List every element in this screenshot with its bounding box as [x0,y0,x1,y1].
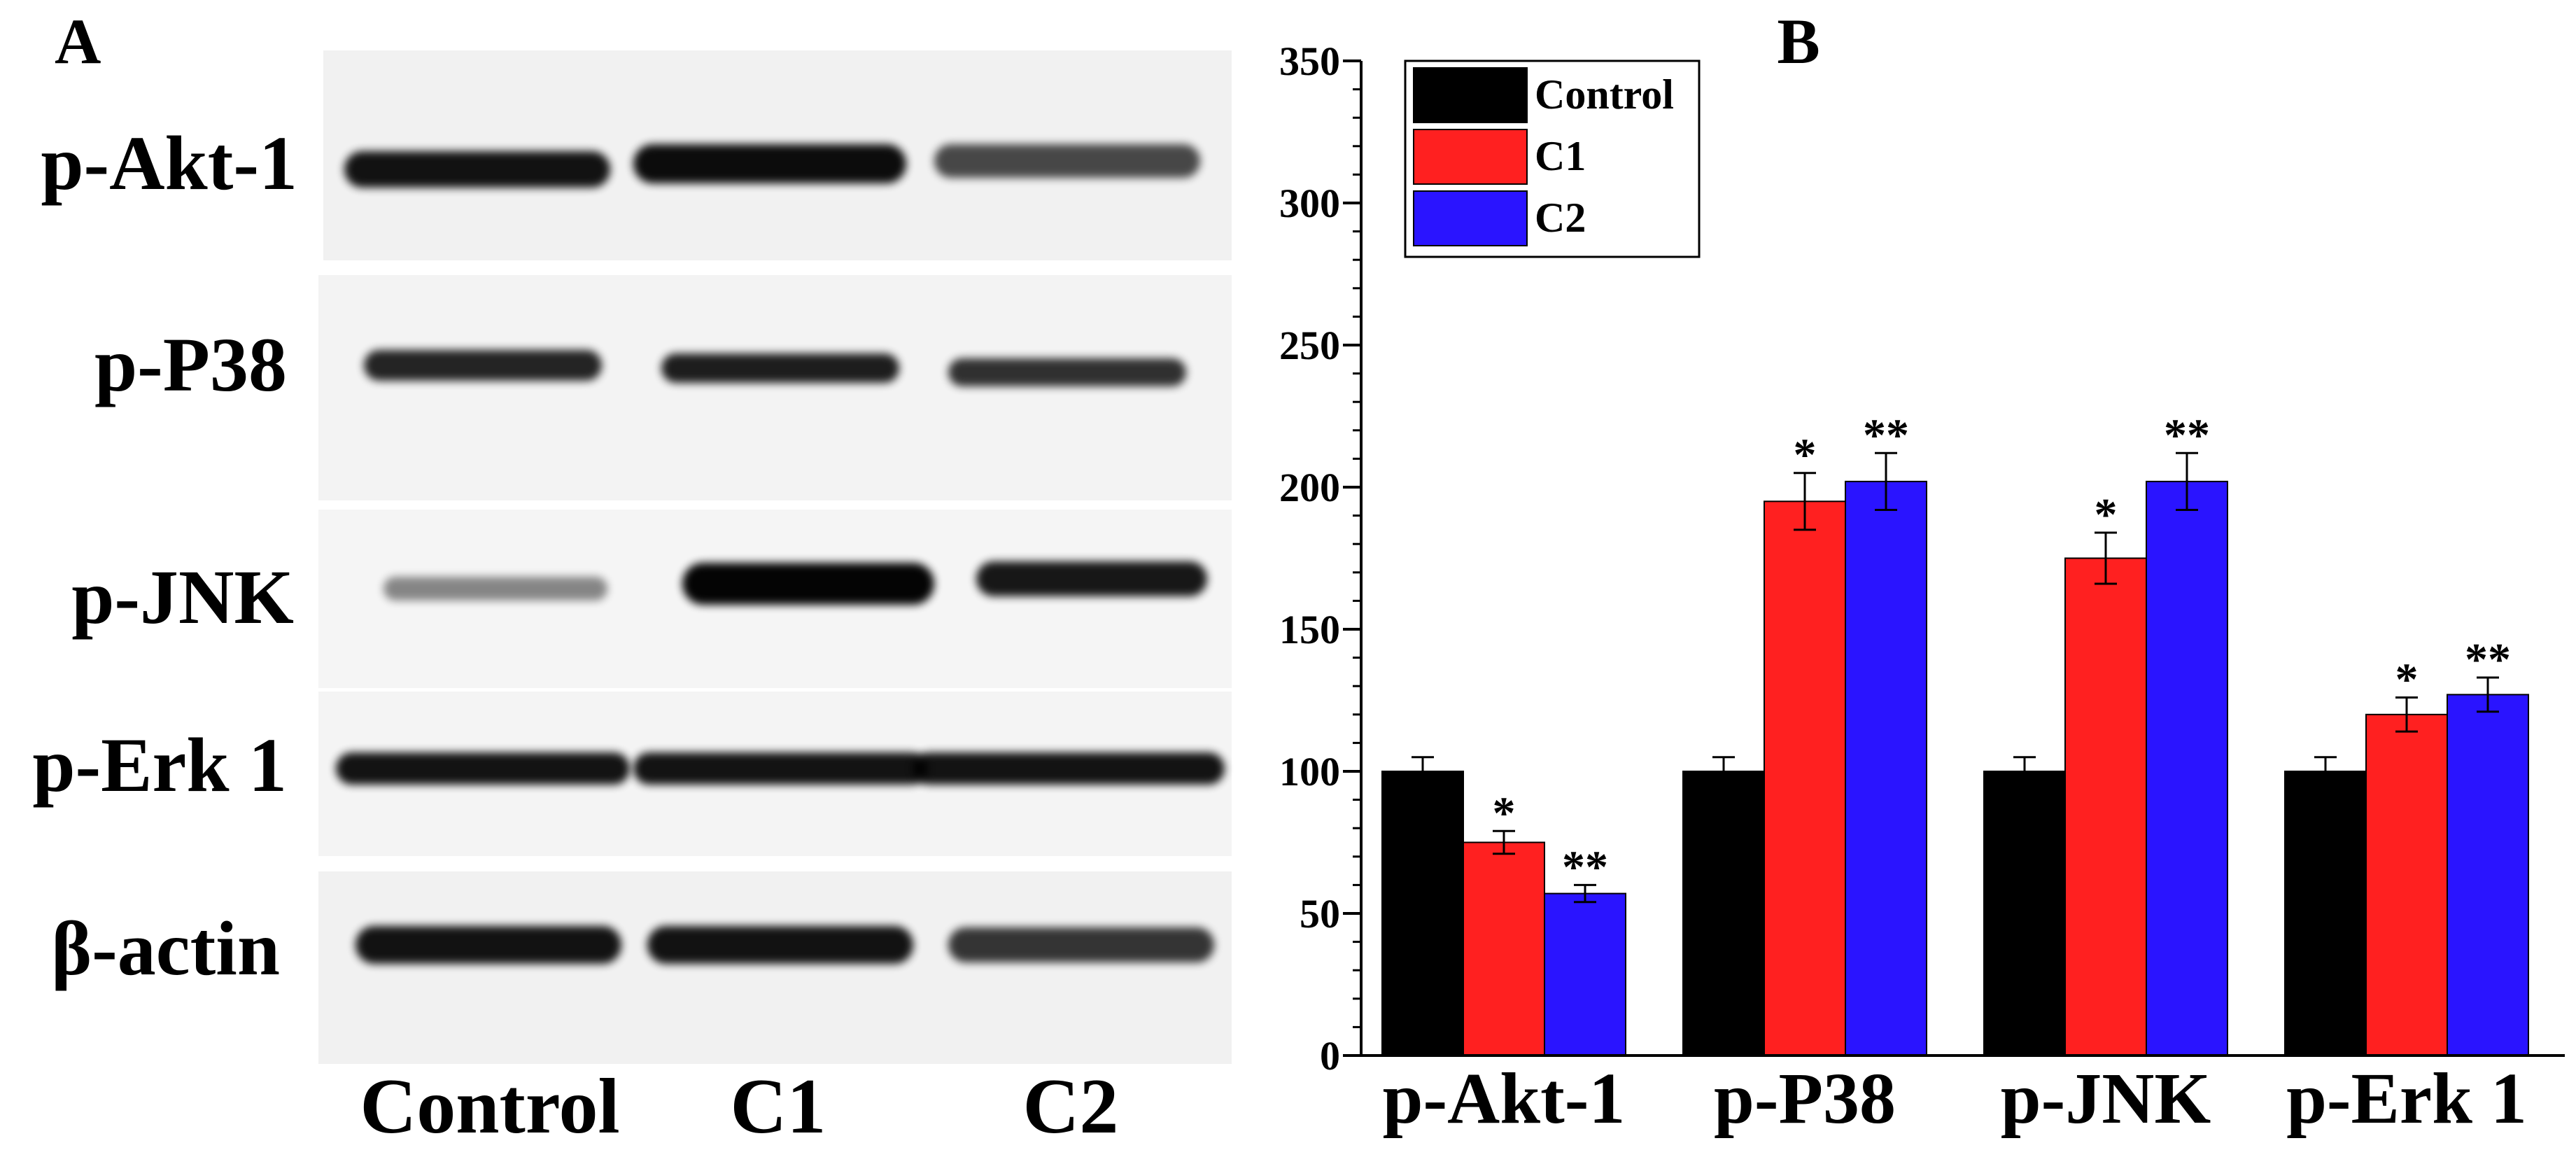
lane-label-c2: C2 [1023,1063,1119,1150]
blot-band [913,752,1225,785]
legend-swatch-c2 [1413,190,1528,246]
bar-c2 [2447,694,2529,1056]
x-tick-label: p-Erk 1 [2286,1058,2527,1139]
blot-row-2: p-P38 [94,275,1232,500]
significance-marker: * [2095,489,2118,540]
legend-swatch-control [1413,67,1528,123]
blot-band [383,577,607,601]
x-tick-label: p-Akt-1 [1383,1058,1626,1139]
bar-c1 [1463,841,1545,1056]
lane-label-control: Control [360,1063,619,1150]
blot-band [633,144,906,183]
significance-marker: ** [2164,409,2210,461]
bar-control [1682,771,1765,1056]
bar-c2 [1544,892,1626,1056]
bar-c1 [1764,500,1846,1056]
blot-band [661,353,899,383]
blot-row-5: β-actin [51,871,1232,1064]
blot-row-label: β-actin [51,906,280,991]
y-axis: 0 50 100 150 200 250 300 350 [1279,38,1363,1079]
y-tick-label: 350 [1279,38,1340,84]
blot-row-1: p-Akt-1 [41,50,1232,260]
blot-row-label: p-JNK [71,554,294,640]
significance-marker: * [1493,787,1516,839]
significance-marker: * [2395,654,2419,705]
significance-marker: * [1794,430,1817,481]
legend-label: C2 [1535,195,1586,241]
x-axis: p-Akt-1 p-P38 p-JNK p-Erk 1 [1360,1054,2565,1139]
significance-marker: ** [1562,841,1608,892]
y-tick-label: 150 [1279,607,1340,652]
lane-label-c1: C1 [731,1063,826,1150]
blot-band [364,350,602,381]
blot-row-3: p-JNK [71,510,1232,688]
x-tick-label: p-P38 [1714,1058,1896,1139]
bar-control [2284,771,2367,1056]
blot-strip-background [318,871,1232,1064]
legend-label: C1 [1535,133,1586,179]
y-tick-label: 100 [1279,749,1340,794]
y-tick-label: 250 [1279,323,1340,368]
bar-c2 [2146,480,2228,1056]
bar-c1 [2365,713,2448,1056]
blot-row-label: p-Erk 1 [32,722,287,808]
blot-band [682,563,934,605]
panel-b-label: B [1777,6,1820,77]
blot-band [948,358,1186,386]
significance-marker: ** [1863,409,1909,461]
y-tick-label: 200 [1279,465,1340,510]
bars: **** ****** ** [1381,409,2529,1056]
significance-marker: ** [2465,634,2511,685]
blot-band [934,144,1200,178]
blot-row-4: p-Erk 1 [32,692,1232,856]
bar-control [1381,771,1464,1056]
legend-label: Control [1535,71,1674,118]
blot-band [647,926,913,964]
y-tick-label: 300 [1279,181,1340,226]
bar-c2 [1845,480,1927,1056]
legend: Control C1 C2 [1404,59,1701,258]
blot-band [948,927,1214,962]
blot-band [336,752,630,785]
panel-a-western-blot: A p-Akt-1 p-P38 p-JNK p-Erk 1 [32,6,1232,1150]
y-tick-label: 0 [1320,1033,1340,1079]
blot-band [344,151,610,188]
blot-strip-background [318,275,1232,500]
blot-band [356,926,621,964]
blot-band [633,752,927,785]
bar-c1 [2064,557,2147,1056]
blot-band [976,561,1207,596]
legend-swatch-c1 [1413,129,1528,185]
blot-row-label: p-P38 [94,322,287,407]
bar-control [1983,771,2066,1056]
blot-row-label: p-Akt-1 [41,120,297,206]
x-tick-label: p-JNK [2001,1058,2211,1139]
panel-a-label: A [55,6,101,77]
y-tick-label: 50 [1300,891,1340,937]
